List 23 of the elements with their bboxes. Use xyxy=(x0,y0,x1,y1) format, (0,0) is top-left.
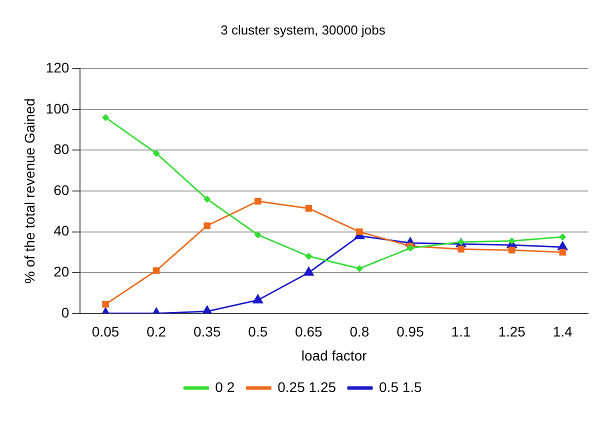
y-tick-label: 60 xyxy=(54,182,70,198)
legend-label: 0.25 1.25 xyxy=(278,378,336,395)
x-tick-label: 1.4 xyxy=(552,324,573,340)
legend-label: 0 2 xyxy=(215,378,235,395)
x-tick-label: 0.8 xyxy=(350,324,370,340)
y-tick-label: 20 xyxy=(54,263,70,280)
legend-label: 0.5 1.5 xyxy=(379,378,422,395)
x-tick-label: 0.65 xyxy=(295,324,323,340)
x-tick-label: 0.05 xyxy=(92,324,120,340)
x-axis-title: load factor xyxy=(301,347,368,364)
y-tick-label: 40 xyxy=(54,222,70,239)
chart-title: 3 cluster system, 30000 jobs xyxy=(220,22,386,38)
y-tick-label: 100 xyxy=(46,100,70,116)
x-tick-label: 0.95 xyxy=(396,324,424,340)
x-tick-label: 0.2 xyxy=(146,324,166,340)
y-tick-label: 120 xyxy=(46,59,70,76)
x-tick-label: 1.25 xyxy=(498,324,526,340)
y-tick-label: 0 xyxy=(61,304,70,320)
x-tick-label: 0.5 xyxy=(248,324,268,340)
x-tick-label: 0.35 xyxy=(193,324,221,340)
y-tick-label: 80 xyxy=(54,141,70,158)
x-tick-label: 1.1 xyxy=(451,324,471,340)
y-axis-title: % of the total revenue Gained xyxy=(21,98,38,284)
